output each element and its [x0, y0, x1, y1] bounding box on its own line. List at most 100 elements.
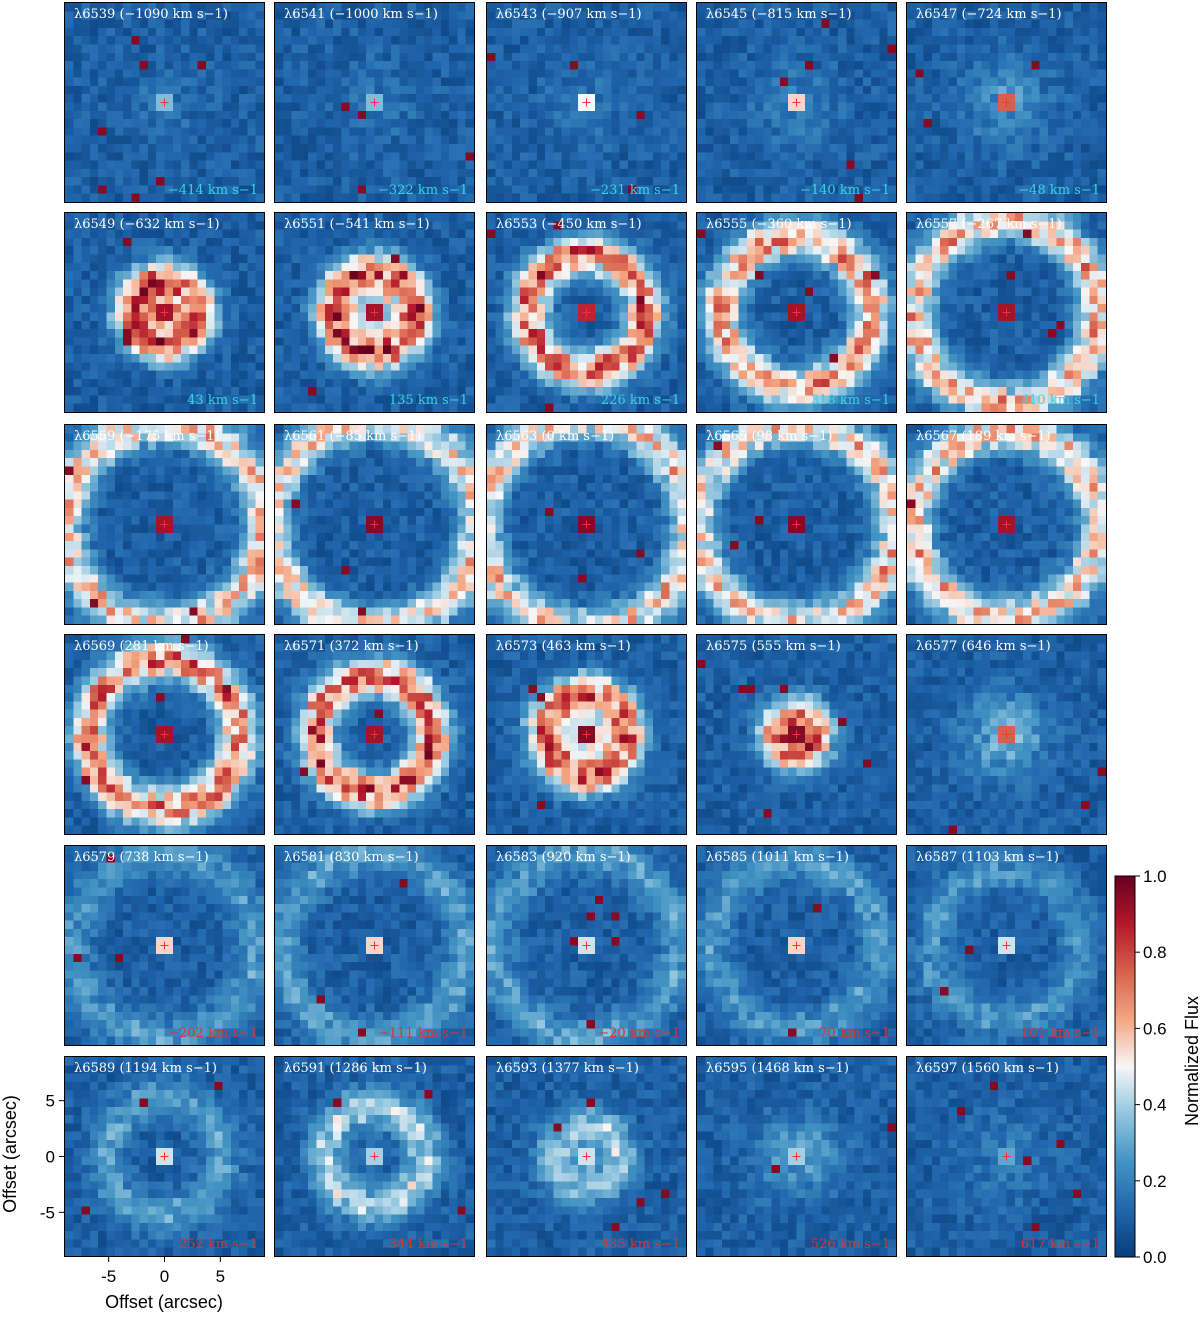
heatmap-cell — [545, 193, 554, 202]
heatmap-cell — [545, 262, 554, 272]
heatmap-cell — [730, 295, 740, 305]
heatmap-cell — [879, 119, 889, 128]
heatmap-cell — [713, 271, 723, 280]
heatmap-cell — [998, 102, 1008, 112]
heatmap-cell — [299, 295, 309, 305]
heatmap-cell — [81, 110, 91, 120]
heatmap-cell — [432, 168, 442, 178]
heatmap-cell — [536, 77, 546, 87]
heatmap-cell — [341, 387, 351, 397]
heatmap-cell — [399, 193, 409, 202]
heatmap-cell — [1047, 127, 1057, 137]
heatmap-cell — [391, 177, 400, 187]
heatmap-cell — [440, 119, 450, 128]
heatmap-cell — [611, 254, 621, 264]
heatmap-cell — [661, 345, 671, 355]
heatmap-cell — [214, 320, 224, 330]
heatmap-cell — [189, 395, 199, 405]
heatmap-cell — [669, 143, 679, 153]
heatmap-cell — [1072, 168, 1082, 178]
heatmap-cell — [746, 229, 756, 239]
heatmap-cell — [73, 370, 83, 380]
heatmap-cell — [511, 119, 521, 128]
heatmap-cell — [205, 295, 215, 305]
heatmap-cell — [308, 27, 318, 37]
heatmap-cell — [324, 61, 334, 70]
heatmap-cell — [813, 246, 822, 256]
heatmap-cell — [123, 221, 132, 231]
heatmap-cell — [931, 185, 941, 195]
heatmap-cell — [65, 279, 74, 289]
heatmap-cell — [440, 378, 450, 388]
heatmap-cell — [407, 254, 417, 264]
heatmap-cell — [341, 229, 351, 239]
heatmap-cell — [578, 395, 588, 405]
heatmap-cell — [432, 19, 442, 29]
heatmap-cell — [399, 119, 409, 128]
heatmap-cell — [222, 262, 232, 272]
heatmap-cell — [181, 362, 190, 372]
wavelength-label: λ6545 — [706, 7, 748, 22]
heatmap-cell — [495, 353, 505, 363]
heatmap-cell — [561, 77, 571, 87]
heatmap-cell — [771, 85, 781, 95]
heatmap-cell — [349, 337, 359, 347]
heatmap-cell — [1097, 177, 1106, 187]
heatmap-cell — [545, 312, 554, 322]
heatmap-cell — [846, 36, 856, 46]
heatmap-cell — [189, 102, 199, 112]
heatmap-cell — [1006, 3, 1016, 12]
heatmap-cell — [788, 279, 798, 289]
heatmap-cell — [81, 69, 91, 79]
heatmap-cell — [713, 69, 723, 79]
heatmap-cell — [341, 362, 351, 372]
heatmap-cell — [449, 320, 459, 330]
heatmap-cell — [230, 378, 240, 388]
heatmap-cell — [1072, 193, 1082, 202]
heatmap-cell — [887, 237, 896, 247]
heatmap-cell — [644, 271, 654, 280]
heatmap-cell — [931, 160, 941, 170]
heatmap-cell — [1039, 110, 1049, 120]
heatmap-cell — [415, 94, 425, 104]
heatmap-cell — [887, 69, 896, 79]
heatmap-cell — [846, 246, 856, 256]
heatmap-cell — [432, 403, 442, 412]
heatmap-cell — [837, 69, 847, 79]
heatmap-cell — [730, 320, 740, 330]
heatmap-cell — [746, 295, 756, 305]
heatmap-cell — [931, 11, 941, 21]
heatmap-cell — [164, 152, 174, 162]
heatmap-cell — [432, 119, 442, 128]
heatmap-cell — [603, 320, 612, 330]
heatmap-cell — [164, 403, 174, 412]
heatmap-cell — [503, 143, 513, 153]
heatmap-cell — [374, 254, 384, 264]
heatmap-cell — [837, 3, 847, 12]
heatmap-cell — [457, 110, 467, 120]
heatmap-cell — [415, 69, 425, 79]
heatmap-cell — [627, 160, 637, 170]
heatmap-cell — [829, 237, 839, 247]
heatmap-cell — [366, 119, 376, 128]
heatmap-cell — [255, 287, 264, 297]
heatmap-cell — [247, 320, 257, 330]
heatmap-cell — [275, 279, 284, 289]
heatmap-cell — [487, 110, 496, 120]
heatmap-cell — [627, 287, 637, 297]
heatmap-cell — [788, 143, 798, 153]
heatmap-cell — [528, 168, 538, 178]
heatmap-cell — [189, 312, 199, 322]
heatmap-cell — [721, 254, 731, 264]
heatmap-cell — [357, 345, 367, 355]
heatmap-cell — [164, 295, 174, 305]
heatmap-cell — [603, 193, 612, 202]
heatmap-cell — [391, 304, 400, 314]
heatmap-cell — [636, 77, 646, 87]
heatmap-cell — [465, 152, 474, 162]
heatmap-cell — [1081, 143, 1091, 153]
heatmap-cell — [357, 19, 367, 29]
heatmap-cell — [569, 254, 579, 264]
heatmap-cell — [677, 94, 686, 104]
heatmap-cell — [89, 61, 99, 70]
